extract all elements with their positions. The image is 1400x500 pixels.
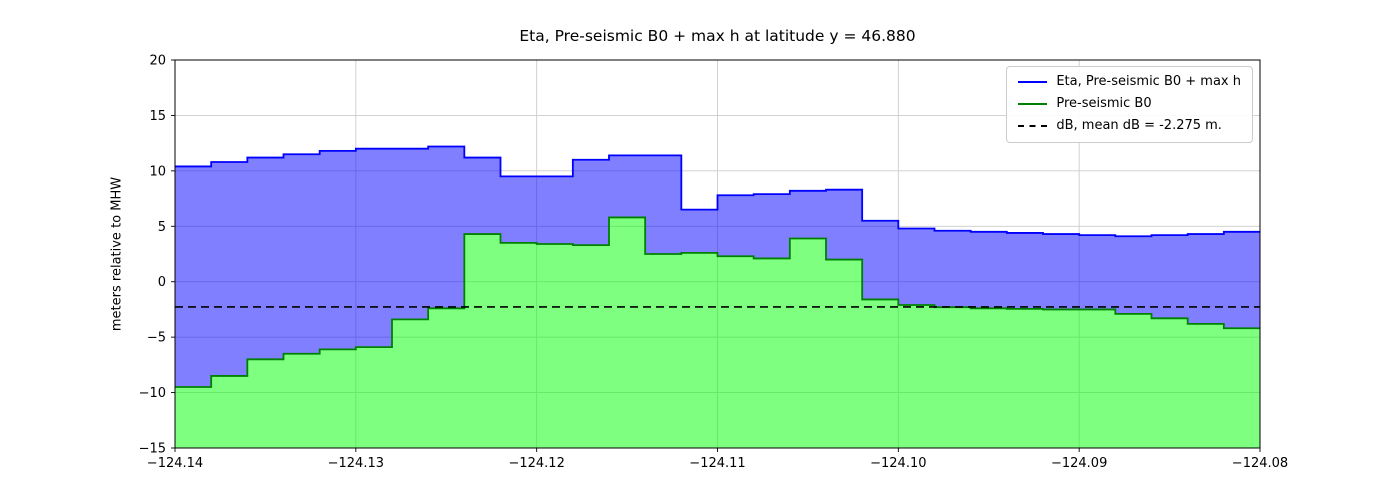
x-tick-label: −124.13 [328,456,384,471]
chart-title: Eta, Pre-seismic B0 + max h at latitude … [519,27,916,45]
line-sample-icon [1018,81,1048,84]
x-tick-label: −124.10 [870,456,926,471]
eta-line [175,145,1260,238]
b0-line [175,216,1260,388]
legend-item: dB, mean dB = -2.275 m. [1018,117,1241,134]
y-tick-label: 10 [149,164,166,179]
line-sample-icon [1018,103,1048,106]
y-tick-label: −5 [147,331,166,346]
legend-item: Pre-seismic B0 [1018,95,1241,112]
x-tick-label: −124.14 [147,456,203,471]
dashed-line-sample-icon [1018,125,1048,128]
x-tick-label: −124.11 [689,456,745,471]
legend: Eta, Pre-seismic B0 + max h Pre-seismic B… [1006,66,1253,143]
y-tick-label: −10 [139,386,166,401]
x-tick-label: −124.12 [508,456,564,471]
x-tick-label: −124.09 [1051,456,1107,471]
b0-fill [175,217,1260,448]
y-tick-label: 5 [158,220,166,235]
y-tick-label: 0 [158,275,166,290]
x-tick-label: −124.08 [1232,456,1288,471]
legend-label: dB, mean dB = -2.275 m. [1056,117,1222,133]
legend-label: Pre-seismic B0 [1056,95,1152,111]
legend-label: Eta, Pre-seismic B0 + max h [1056,74,1241,89]
y-tick-label: 20 [149,54,166,69]
y-tick-label: −15 [139,442,166,457]
y-tick-label: 15 [149,109,166,124]
legend-item: Eta, Pre-seismic B0 + max h [1018,74,1241,90]
eta-fill [175,146,1260,388]
